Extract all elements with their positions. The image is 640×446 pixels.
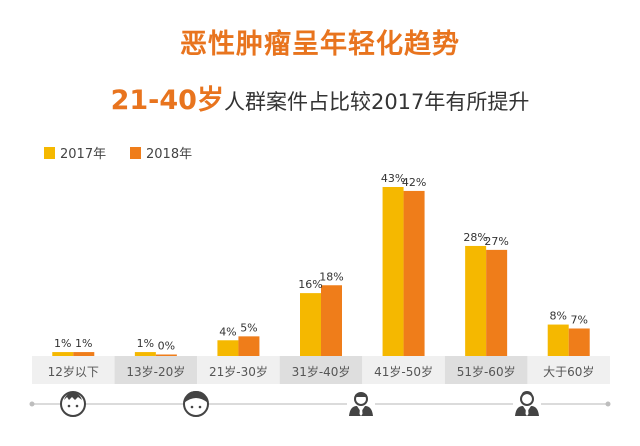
tick-label: 51岁-60岁 [457, 364, 516, 379]
data-label: 43% [381, 172, 405, 185]
category-tick-labels: 12岁以下 13岁-20岁 21岁-30岁 31岁-40岁 41岁-50岁 51岁-60岁… [48, 364, 595, 379]
bar-2017 [300, 293, 321, 356]
tick-label: 13岁-20岁 [126, 364, 185, 379]
bar-2017 [547, 324, 569, 356]
data-label: 28% [463, 231, 487, 244]
data-label: 7% [570, 313, 587, 326]
senior-suit-icon [513, 390, 541, 418]
data-label: 5% [240, 321, 257, 334]
category-band [362, 356, 445, 384]
tick-label: 12岁以下 [48, 364, 99, 379]
category-bands [32, 356, 610, 384]
legend: 2017年 2018年 [44, 147, 192, 162]
bar-2018 [73, 352, 95, 356]
category-band [197, 356, 280, 384]
subtitle-highlight: 21-40岁 [110, 85, 224, 116]
bar-2018 [321, 285, 342, 356]
bar-2018 [238, 336, 260, 356]
bar-2017 [465, 245, 487, 356]
data-labels: 1% 1% 1% 0% 4% 5% 16%18% 43%42% 28%27% 8% 7% [54, 172, 588, 353]
legend-swatch [44, 147, 55, 159]
data-label: 1% [75, 337, 92, 350]
bar-2018 [403, 190, 425, 356]
bar-2017 [52, 352, 74, 356]
legend-label: 2018年 [146, 147, 192, 162]
legend-swatch [130, 147, 141, 159]
data-label: 18% [319, 270, 343, 283]
legend-label: 2017年 [60, 147, 106, 162]
category-band [32, 356, 115, 384]
data-label: 1% [137, 337, 154, 350]
data-label: 42% [402, 176, 426, 189]
bar-2017 [134, 352, 156, 356]
tick-label: 41岁-50岁 [374, 364, 433, 379]
chart-title: 恶性肿瘤呈年轻化趋势 [180, 29, 460, 60]
bars [52, 187, 590, 356]
chart-subtitle: 21-40岁人群案件占比较2017年有所提升 [0, 78, 640, 117]
category-band [279, 356, 363, 384]
data-label: 0% [158, 340, 175, 353]
tick-label: 21岁-30岁 [209, 364, 268, 379]
category-band [527, 356, 610, 384]
bar-2018 [568, 328, 590, 356]
bar-2017 [382, 187, 404, 356]
teen-face-icon [183, 391, 209, 417]
data-label: 4% [219, 325, 236, 338]
bar-2017 [217, 340, 239, 356]
icon-row [29, 390, 611, 418]
data-label: 8% [549, 310, 566, 323]
bar-2018 [155, 354, 177, 356]
category-band [114, 356, 198, 384]
tick-label: 31岁-40岁 [292, 364, 351, 379]
adult-suit-icon [347, 390, 375, 418]
tick-label: 大于60岁 [543, 364, 594, 379]
data-label: 1% [54, 337, 71, 350]
child-face-icon [60, 391, 86, 417]
data-label: 16% [298, 278, 322, 291]
category-band [444, 356, 528, 384]
bar-2018 [486, 249, 508, 356]
data-label: 27% [484, 235, 508, 248]
subtitle-text: 人群案件占比较2017年有所提升 [223, 90, 530, 114]
